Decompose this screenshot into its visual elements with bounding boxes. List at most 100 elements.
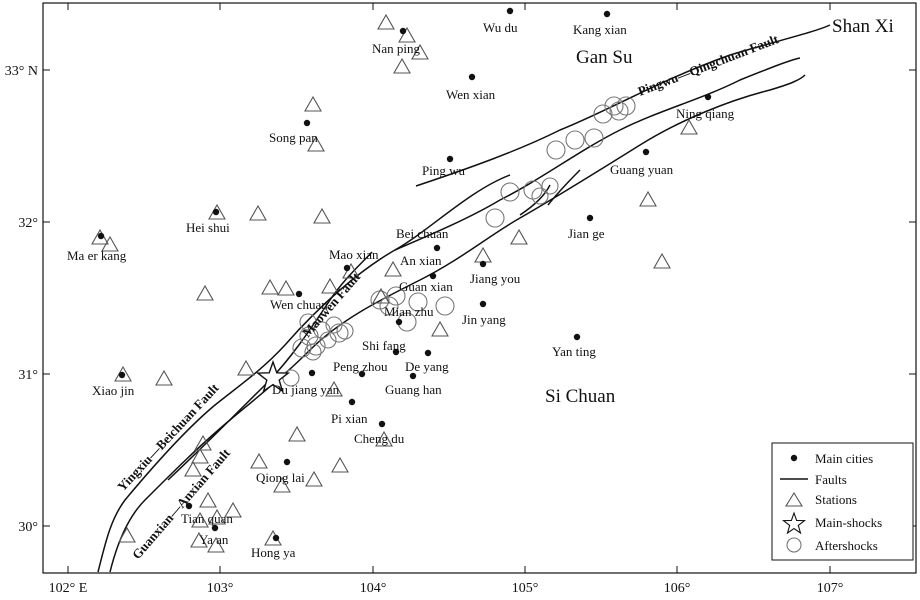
- station-marker: [288, 425, 306, 442]
- station-marker: [384, 260, 402, 277]
- station-marker: [190, 531, 208, 548]
- fault-lines: [97, 24, 831, 573]
- aftershock-marker: [435, 296, 455, 316]
- city-dot: [97, 232, 105, 240]
- x-tick-label: 105°: [512, 581, 539, 596]
- city-dot: [343, 264, 351, 272]
- aftershock-marker: [336, 322, 354, 340]
- aftershock-marker: [386, 286, 406, 306]
- station-marker: [431, 320, 449, 337]
- station-marker: [194, 434, 212, 451]
- city-label: Ning qiang: [676, 106, 735, 121]
- city-label: Hong ya: [251, 545, 296, 560]
- city-dot: [429, 272, 437, 280]
- city-dot: [212, 208, 220, 216]
- city-dot: [295, 290, 303, 298]
- station-marker: [155, 369, 173, 386]
- city-label: Hei shui: [186, 220, 230, 235]
- city-dot: [358, 370, 366, 378]
- city-label: Peng zhou: [333, 359, 388, 374]
- map-frame: [42, 2, 917, 574]
- city-label: An xian: [400, 253, 442, 268]
- legend-star-icon: [781, 511, 807, 535]
- x-tick-label: 104°: [360, 581, 387, 596]
- city-dot: [303, 119, 311, 127]
- city-dot: [704, 93, 712, 101]
- station-marker: [307, 135, 325, 152]
- guanxian-anxian-fault-line: [547, 169, 581, 206]
- legend-label: Stations: [815, 492, 857, 507]
- city-label: Yan ting: [552, 344, 596, 359]
- station-marker: [304, 95, 322, 112]
- station-marker: [474, 246, 492, 263]
- city-label: Cheng du: [354, 431, 405, 446]
- station-marker: [331, 456, 349, 473]
- city-label: Shi fang: [362, 338, 406, 353]
- aftershock-marker: [329, 323, 349, 343]
- station-marker: [250, 452, 268, 469]
- city-dot: [348, 398, 356, 406]
- city-dot: [118, 371, 126, 379]
- aftershock-marker: [299, 313, 317, 331]
- station-marker: [199, 491, 217, 508]
- legend-station-triangle-icon: [785, 491, 803, 507]
- city-dot: [283, 458, 291, 466]
- station-marker: [208, 508, 226, 525]
- station-marker: [680, 118, 698, 135]
- station-marker: [313, 207, 331, 224]
- x-tick-label: 102° E: [49, 581, 88, 596]
- city-label: Xiao jin: [92, 383, 135, 398]
- x-tick-label: 107°: [817, 581, 844, 596]
- station-marker: [237, 359, 255, 376]
- aftershock-marker: [485, 208, 505, 228]
- region-label-sichuan: Si Chuan: [545, 386, 616, 407]
- station-marker: [375, 430, 393, 447]
- city-label: Wu du: [483, 20, 518, 35]
- city-label: Nan ping: [372, 41, 421, 56]
- station-marker: [305, 470, 323, 487]
- aftershock-group: [282, 96, 636, 387]
- city-label: Song pan: [269, 130, 318, 145]
- city-label: Jin yang: [462, 312, 506, 327]
- legend-city-dot-icon: [790, 454, 798, 462]
- aftershock-marker: [304, 343, 322, 361]
- city-dot: [573, 333, 581, 341]
- aftershock-marker: [616, 96, 636, 116]
- yingxiu-beichuan-fault-line: [97, 57, 801, 573]
- city-label: Ping wu: [422, 163, 465, 178]
- station-marker: [321, 277, 339, 294]
- x-axis: [67, 3, 831, 573]
- station-marker: [325, 380, 343, 397]
- city-dot: [395, 318, 403, 326]
- station-marker: [101, 235, 119, 252]
- legend: Main cities Faults Stations Main-shocks …: [771, 442, 914, 561]
- city-dot: [506, 7, 514, 15]
- city-dot: [185, 502, 193, 510]
- city-dot: [433, 244, 441, 252]
- city-label: Jiang you: [470, 271, 521, 286]
- pingwu-qingchuan-fault-line: [415, 24, 831, 187]
- station-marker: [261, 278, 279, 295]
- city-label: De yang: [405, 359, 449, 374]
- aftershock-marker: [292, 338, 312, 358]
- aftershock-marker: [379, 296, 399, 316]
- station-marker: [393, 57, 411, 74]
- main-shock-star: [255, 359, 291, 393]
- legend-box: [771, 442, 914, 561]
- station-marker: [184, 460, 202, 477]
- city-label: Ma er kang: [67, 248, 127, 263]
- x-tick-label: 106°: [664, 581, 691, 596]
- y-tick-label: 33° N: [5, 64, 38, 79]
- aftershock-marker: [604, 96, 624, 116]
- city-dot: [603, 10, 611, 18]
- y-tick-label: 30°: [18, 520, 38, 535]
- station-marker: [277, 279, 295, 296]
- city-dot: [468, 73, 476, 81]
- station-marker: [653, 252, 671, 269]
- station-marker: [191, 511, 209, 528]
- city-label: Guan xian: [399, 279, 453, 294]
- yingxiu-beichuan-fault-line: [394, 174, 511, 251]
- station-marker: [196, 284, 214, 301]
- city-label: Mian zhu: [384, 304, 434, 319]
